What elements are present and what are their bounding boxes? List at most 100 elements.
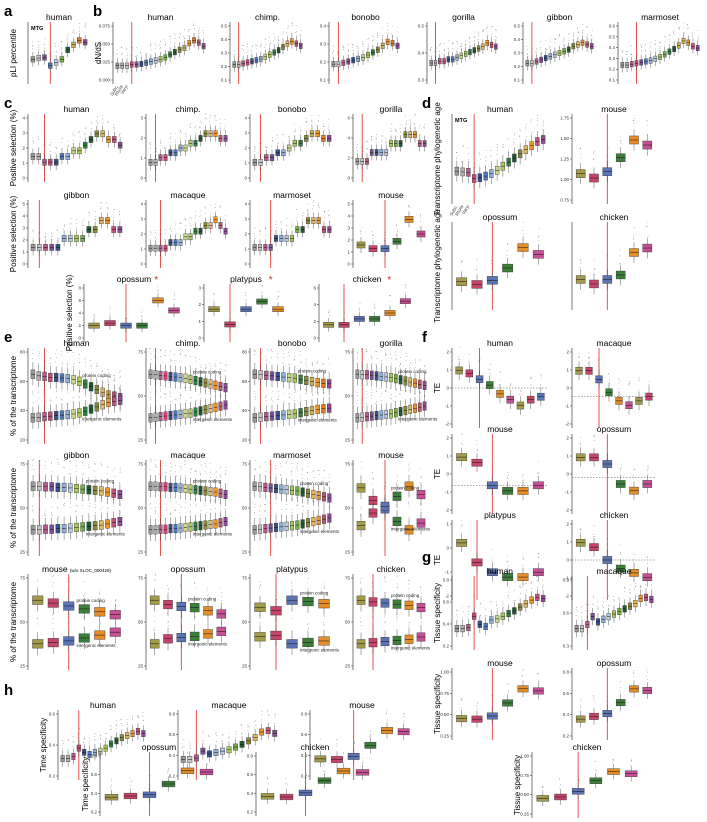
outlier-point	[113, 128, 115, 130]
outlier-point	[281, 33, 283, 35]
outlier-point	[113, 505, 115, 507]
outlier-point	[155, 239, 157, 241]
outlier-point	[697, 30, 699, 31]
significance-star: *	[387, 275, 391, 286]
outlier-point	[384, 575, 386, 577]
outlier-point	[292, 22, 293, 24]
outlier-point	[384, 488, 386, 490]
series-label: intergenic elements	[298, 418, 338, 423]
outlier-point	[489, 369, 490, 370]
outlier-point	[365, 349, 367, 350]
outlier-point	[58, 238, 59, 239]
outlier-point	[164, 517, 166, 519]
outlier-point	[214, 364, 216, 366]
panel-letter-b: b	[93, 3, 102, 20]
outlier-point	[101, 380, 103, 382]
outlier-point	[110, 306, 112, 308]
outlier-point	[621, 50, 623, 51]
outlier-point	[281, 222, 282, 224]
outlier-point	[199, 394, 201, 395]
y-tick-label: 0	[566, 386, 569, 391]
outlier-point	[380, 388, 382, 390]
outlier-point	[149, 142, 151, 144]
outlier-point	[328, 371, 330, 373]
outlier-point	[580, 700, 581, 702]
y-tick-label: 0.5	[609, 34, 616, 39]
outlier-point	[53, 575, 54, 576]
outlier-point	[209, 123, 211, 125]
outlier-point	[372, 478, 374, 480]
outlier-point	[277, 363, 279, 365]
outlier-point	[361, 400, 363, 402]
outlier-point	[476, 269, 478, 271]
outlier-point	[647, 226, 649, 227]
outlier-point	[276, 134, 278, 136]
outlier-point	[687, 24, 689, 26]
outlier-point	[254, 507, 256, 508]
outlier-point	[461, 698, 463, 700]
outlier-point	[578, 353, 580, 354]
outlier-point	[159, 44, 161, 46]
outlier-point	[510, 384, 512, 385]
outlier-point	[219, 392, 221, 393]
outlier-point	[145, 53, 147, 55]
outlier-point	[507, 597, 509, 598]
series-label: protein coding	[193, 370, 222, 375]
outlier-point	[522, 480, 524, 482]
outlier-point	[184, 28, 185, 30]
outlier-point	[266, 395, 268, 397]
outlier-point	[549, 47, 551, 48]
outlier-point	[266, 146, 267, 148]
outlier-point	[443, 42, 445, 44]
outlier-point	[254, 503, 256, 505]
outlier-point	[395, 483, 397, 485]
outlier-point	[69, 473, 71, 475]
outlier-point	[160, 465, 162, 466]
outlier-point	[180, 466, 182, 468]
outlier-point	[598, 607, 599, 609]
outlier-point	[106, 473, 108, 475]
outlier-point	[170, 359, 172, 360]
outlier-point	[414, 368, 415, 370]
outlier-point	[356, 356, 358, 358]
y-tick-label: 0.5	[514, 24, 521, 29]
outlier-point	[513, 601, 515, 602]
outlier-point	[462, 617, 464, 618]
outlier-point	[376, 32, 378, 34]
outlier-point	[592, 597, 594, 598]
outlier-point	[58, 464, 59, 466]
outlier-point	[366, 391, 367, 392]
outlier-point	[165, 355, 167, 357]
outlier-point	[254, 354, 255, 355]
y-tick-label: 4	[347, 214, 350, 219]
outlier-point	[311, 385, 312, 387]
outlier-point	[539, 383, 541, 385]
outlier-point	[312, 205, 314, 206]
outlier-point	[519, 586, 521, 587]
y-tick-label: 1	[22, 250, 25, 255]
outlier-point	[32, 230, 33, 232]
outlier-point	[530, 119, 532, 121]
outlier-point	[168, 588, 169, 590]
outlier-point	[251, 49, 252, 51]
outlier-point	[476, 439, 477, 441]
outlier-point	[210, 389, 212, 390]
outlier-point	[150, 231, 151, 233]
outlier-point	[210, 365, 211, 367]
y-tick-label: 1	[140, 156, 143, 161]
y-tick-label: 0.6	[443, 600, 450, 605]
outlier-point	[195, 134, 197, 136]
outlier-point	[88, 512, 90, 514]
outlier-point	[50, 365, 52, 367]
outlier-point	[538, 473, 540, 474]
series-label: protein coding	[82, 373, 111, 378]
outlier-point	[200, 120, 202, 122]
outlier-point	[165, 503, 167, 505]
outlier-point	[39, 353, 40, 355]
outlier-point	[297, 463, 299, 465]
outlier-point	[491, 600, 493, 602]
outlier-point	[476, 552, 478, 553]
